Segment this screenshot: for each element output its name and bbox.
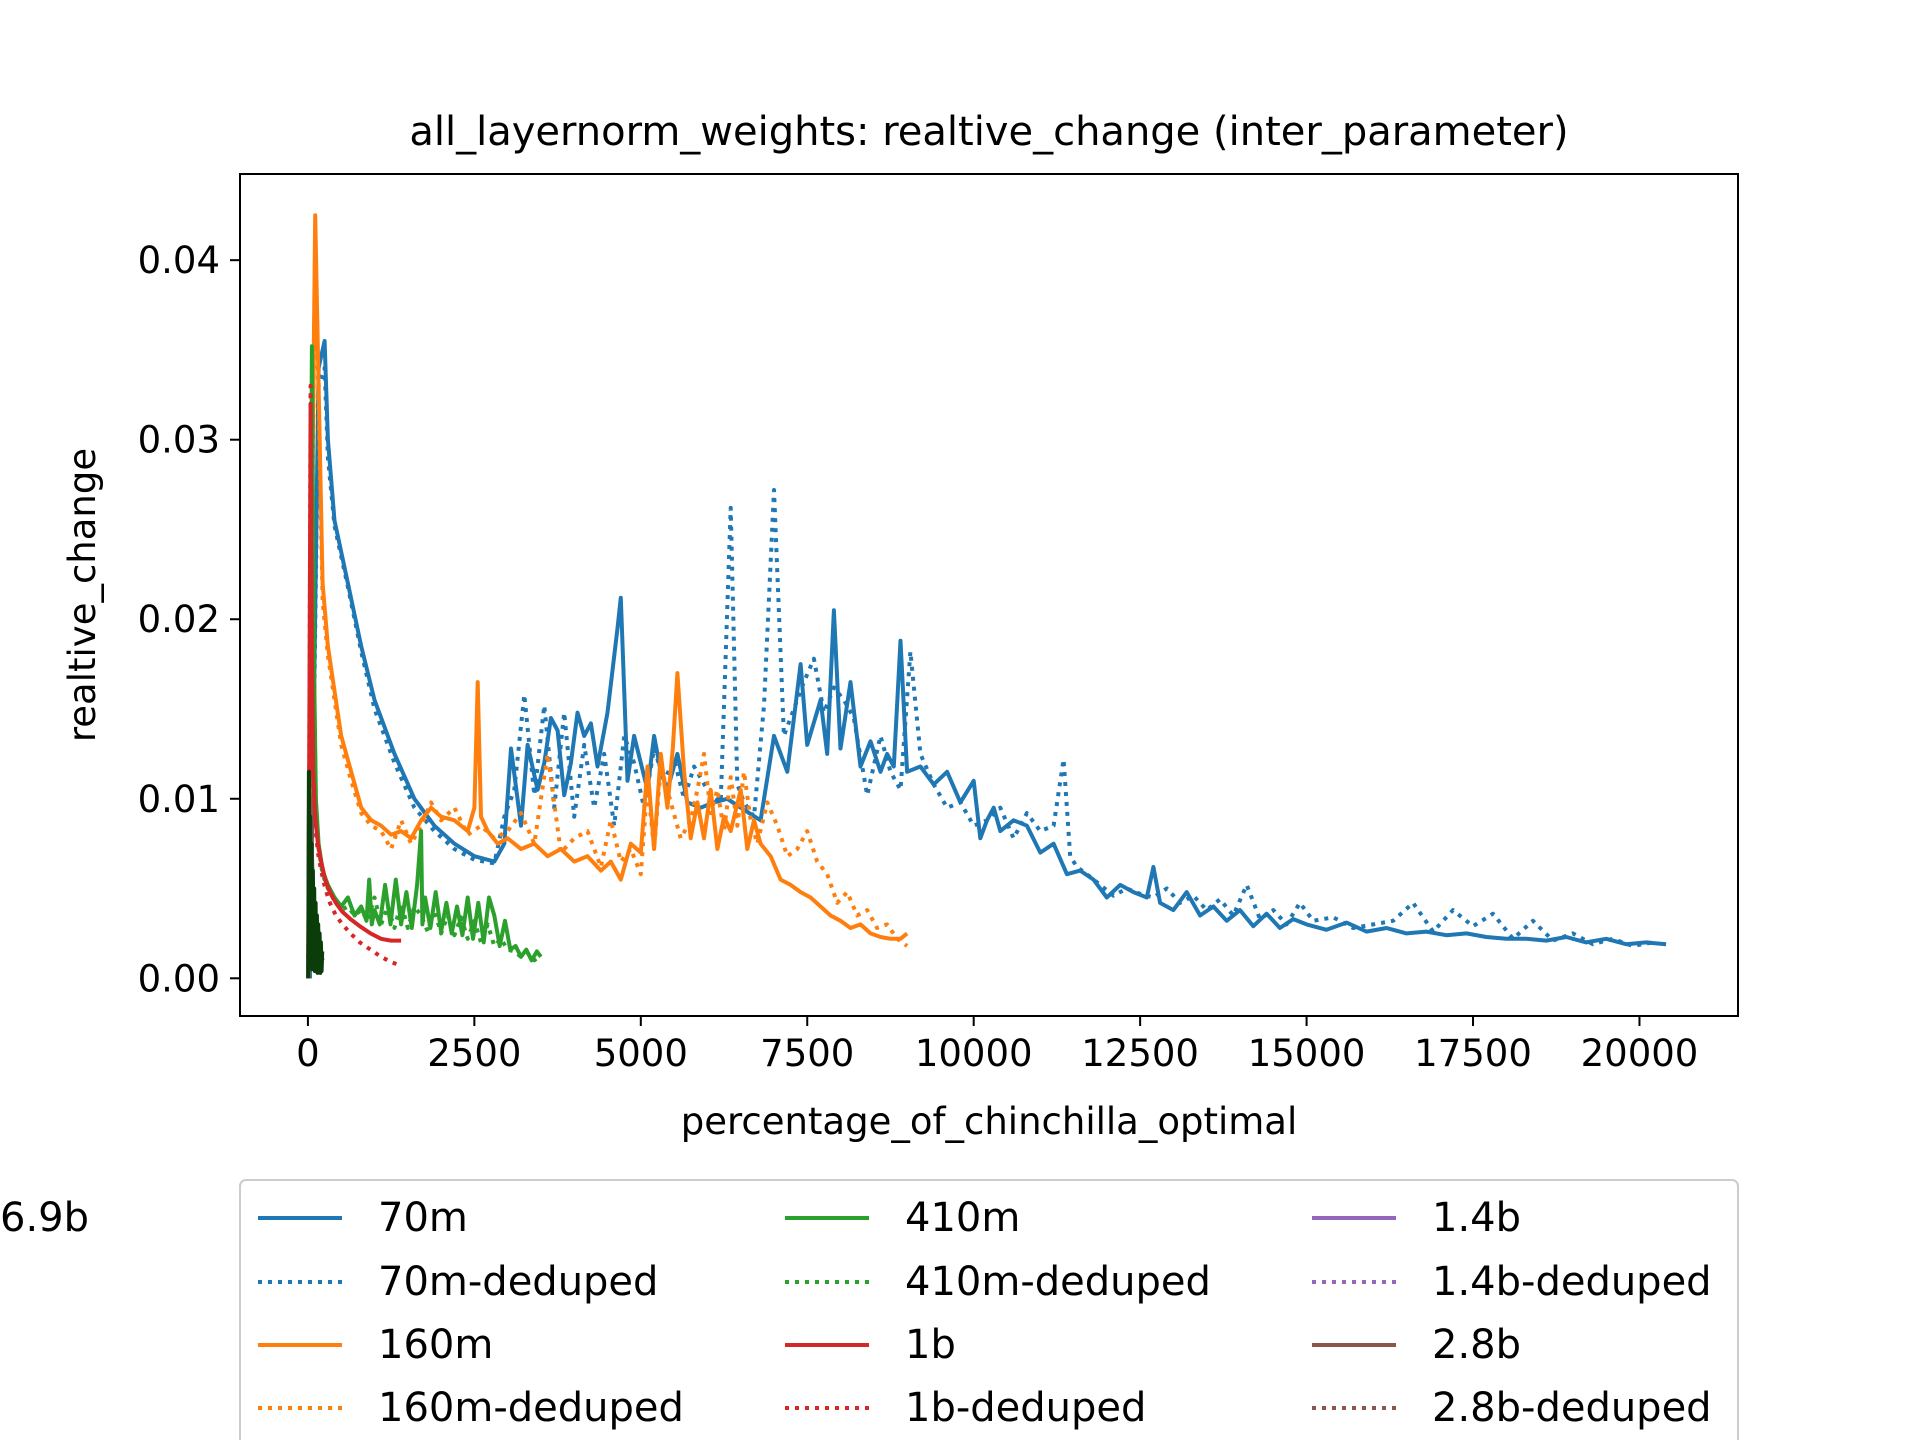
legend: 70m 70m-deduped 160m 160m-deduped 410m 410m-d… xyxy=(0,1179,1739,1444)
legend-label-70m-deduped: 70m-deduped xyxy=(378,1259,658,1305)
y-tick-label: 0.01 xyxy=(138,778,220,821)
series-line-70m-deduped xyxy=(307,365,1654,979)
legend-label-2-8b: 2.8b xyxy=(1432,1322,1521,1368)
legend-label-2-8b-deduped: 2.8b-deduped xyxy=(1432,1385,1712,1431)
legend-label-410m: 410m xyxy=(905,1195,1020,1241)
y-axis-label: realtive_change xyxy=(61,448,104,742)
legend-frame xyxy=(239,1179,1739,1444)
series-line-1b-deduped xyxy=(306,383,402,979)
x-axis-label: percentage_of_chinchilla_optimal xyxy=(681,1100,1298,1143)
y-tick-label: 0.03 xyxy=(138,419,220,462)
series-line-410m-deduped xyxy=(306,365,543,979)
x-tick-label: 0 xyxy=(296,1032,320,1075)
legend-label-160m: 160m xyxy=(378,1322,493,1368)
x-tick-label: 12500 xyxy=(1081,1032,1199,1075)
x-tick-label: 10000 xyxy=(915,1032,1033,1075)
series-line-6-9b xyxy=(306,769,325,979)
y-axis: 0.00 0.01 0.02 0.03 0.04 xyxy=(138,239,240,1000)
legend-label-1-4b-deduped: 1.4b-deduped xyxy=(1432,1259,1712,1305)
axes-frame xyxy=(239,173,1739,1017)
series-line-70m xyxy=(307,339,1667,979)
x-tick-label: 7500 xyxy=(760,1032,854,1075)
x-tick-label: 17500 xyxy=(1414,1032,1532,1075)
x-axis: 0 2500 5000 7500 10000 12500 15000 17500 20000 xyxy=(296,1016,1698,1075)
x-tick-label: 20000 xyxy=(1581,1032,1699,1075)
series-line-1b xyxy=(306,401,402,979)
legend-label-1-4b: 1.4b xyxy=(1432,1195,1521,1241)
legend-label-160m-deduped: 160m-deduped xyxy=(378,1385,684,1431)
series-layer xyxy=(306,213,1667,979)
chart-title: all_layernorm_weights: realtive_change (… xyxy=(409,109,1568,155)
legend-label-70m: 70m xyxy=(378,1195,468,1241)
x-tick-label: 2500 xyxy=(427,1032,521,1075)
x-tick-label: 5000 xyxy=(594,1032,688,1075)
y-tick-label: 0.00 xyxy=(138,957,220,1000)
legend-label-1b-deduped: 1b-deduped xyxy=(905,1385,1146,1431)
y-tick-label: 0.02 xyxy=(138,598,220,641)
series-line-160m xyxy=(306,213,909,979)
legend-label-1b: 1b xyxy=(905,1322,956,1368)
x-tick-label: 15000 xyxy=(1248,1032,1366,1075)
legend-label-410m-deduped: 410m-deduped xyxy=(905,1259,1211,1305)
legend-label-6-9b: 6.9b xyxy=(0,1195,89,1241)
y-tick-label: 0.04 xyxy=(138,239,220,282)
